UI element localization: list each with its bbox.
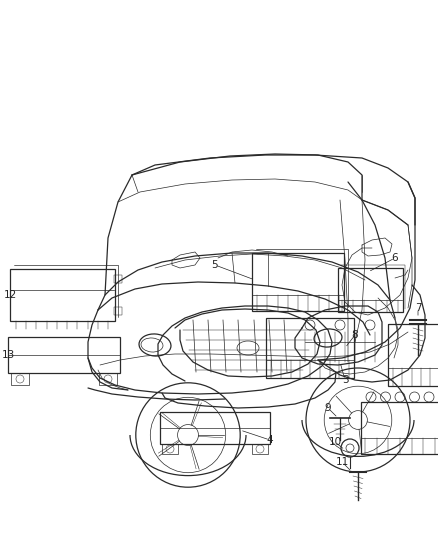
Text: 5: 5 bbox=[212, 260, 218, 270]
Bar bbox=[266, 318, 354, 378]
Bar bbox=[338, 268, 403, 312]
Text: 12: 12 bbox=[4, 290, 17, 300]
Bar bbox=[114, 275, 122, 283]
Bar bbox=[8, 337, 120, 373]
Text: 3: 3 bbox=[342, 375, 348, 385]
Bar bbox=[361, 402, 438, 454]
Text: 8: 8 bbox=[352, 330, 358, 340]
Bar bbox=[160, 412, 270, 444]
Text: 4: 4 bbox=[267, 435, 273, 445]
Text: 11: 11 bbox=[336, 457, 349, 467]
Bar bbox=[10, 269, 115, 321]
Text: 9: 9 bbox=[325, 403, 331, 413]
Bar bbox=[252, 253, 344, 311]
Text: 10: 10 bbox=[328, 437, 342, 447]
Text: 6: 6 bbox=[392, 253, 398, 263]
Bar bbox=[388, 324, 438, 386]
Text: 7: 7 bbox=[415, 303, 421, 313]
Bar bbox=[252, 444, 268, 454]
Text: 13: 13 bbox=[1, 350, 14, 360]
Bar bbox=[162, 444, 178, 454]
Bar bbox=[11, 373, 29, 385]
Bar bbox=[114, 307, 122, 315]
Bar bbox=[99, 373, 117, 385]
